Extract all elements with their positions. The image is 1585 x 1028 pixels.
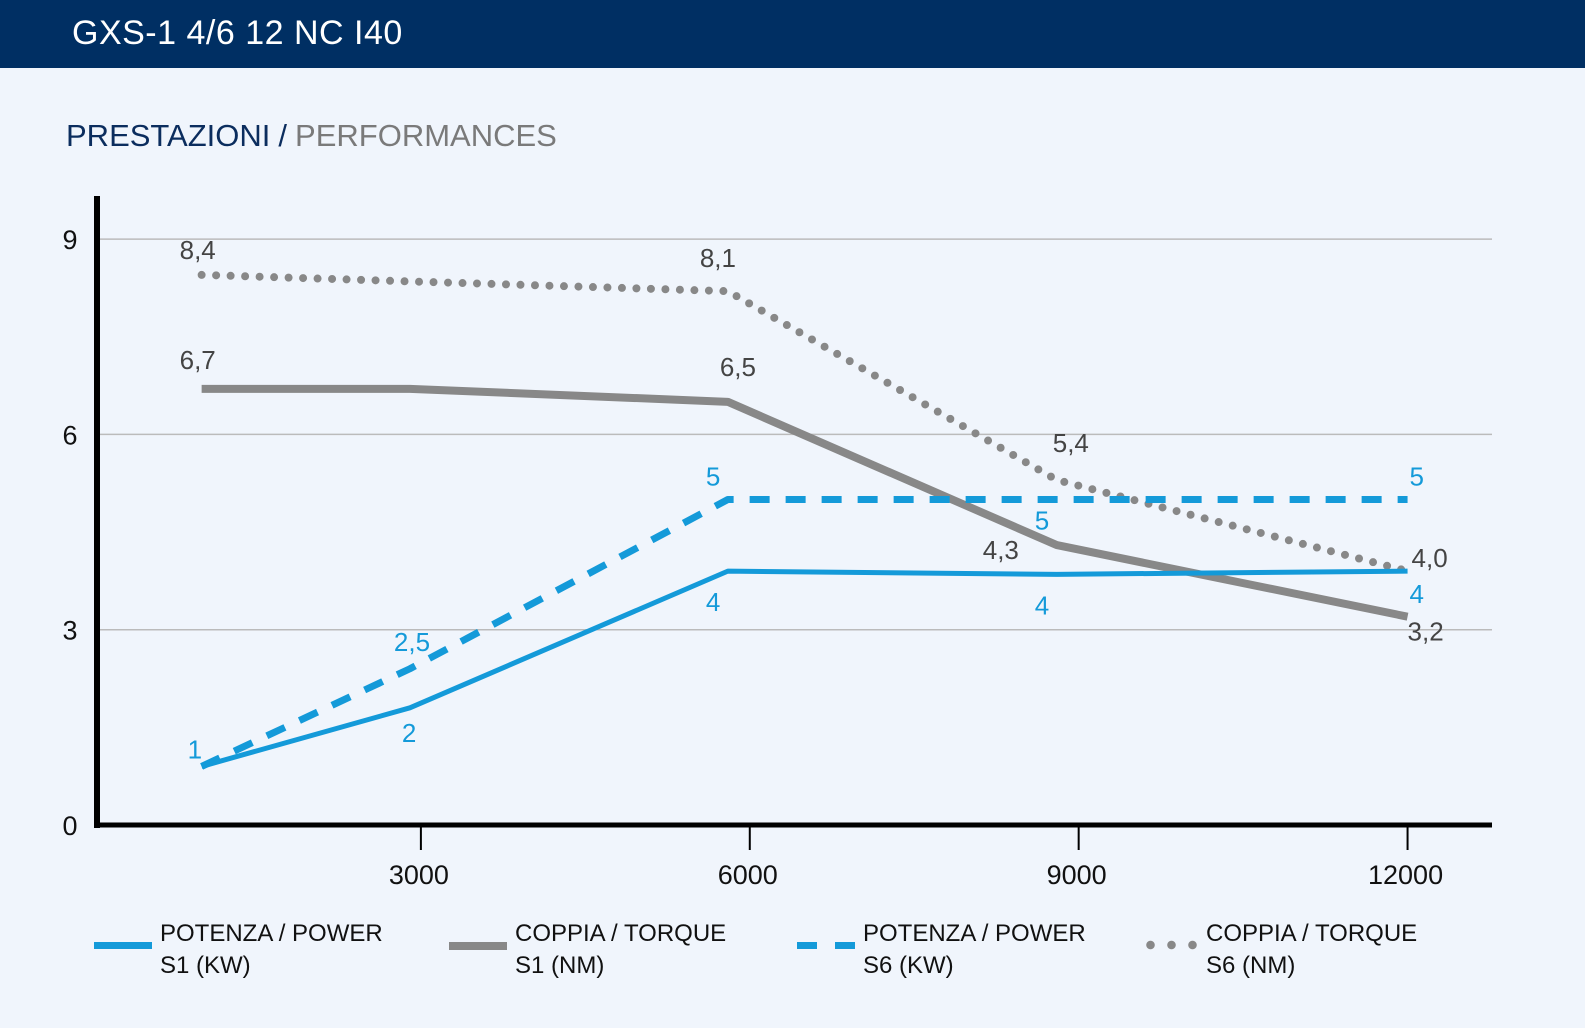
data-label: 4,3: [983, 535, 1019, 565]
y-tick-label: 0: [62, 811, 77, 841]
legend-swatch-solid-gray: [449, 942, 507, 950]
header-bar: GXS-1 4/6 12 NC I40: [0, 0, 1585, 68]
legend-item-power-s1: POTENZA / POWER S1 (KW): [94, 918, 383, 982]
x-tick-label: 6000: [718, 860, 778, 890]
title-english: PERFORMANCES: [295, 118, 557, 153]
legend-item-power-s6: POTENZA / POWER S6 (KW): [797, 918, 1086, 982]
x-tick-label: 12000: [1368, 860, 1443, 890]
y-tick-label: 3: [62, 616, 77, 646]
x-tick-label: 9000: [1047, 860, 1107, 890]
series-line-solid-thick: [201, 384, 1409, 621]
data-label: 2,5: [394, 627, 430, 657]
legend-item-torque-s6: COPPIA / TORQUE S6 (NM): [1140, 918, 1417, 982]
chart-title: PRESTAZIONI / PERFORMANCES: [66, 118, 557, 154]
data-label: 4: [1410, 579, 1424, 609]
legend-sublabel: S1 (KW): [160, 952, 251, 979]
x-tick-label: 3000: [389, 860, 449, 890]
data-label: 4,0: [1412, 543, 1448, 573]
data-label: 3,2: [1408, 617, 1444, 647]
series-line-dashed: [200, 496, 1408, 770]
data-label: 8,1: [700, 243, 736, 273]
y-tick-label: 9: [62, 225, 77, 255]
series-line-dotted: [197, 270, 1412, 576]
data-label: 8,4: [180, 235, 216, 265]
axes: [94, 196, 1492, 850]
y-tick-label: 6: [62, 420, 77, 450]
data-label: 6,7: [180, 345, 216, 375]
title-separator: /: [278, 118, 288, 153]
legend-label: POTENZA / POWER: [863, 920, 1086, 947]
data-labels: 1 2 4 4 4 6,7 6,5 4,3 3,2 2,5 5 5 5 8,4 8,1 5,4 4,0: [180, 235, 1448, 765]
legend-sublabel: S6 (KW): [863, 952, 954, 979]
title-italian: PRESTAZIONI: [66, 118, 271, 153]
legend-swatch-solid-blue: [94, 942, 152, 949]
series-line-solid: [200, 568, 1408, 769]
data-label: 5: [1035, 506, 1049, 536]
tick-labels: 0 3 6 9 3000 6000 9000 12000: [62, 225, 1443, 890]
product-title: GXS-1 4/6 12 NC I40: [72, 14, 403, 52]
legend-label: POTENZA / POWER: [160, 920, 383, 947]
data-label: 4: [706, 587, 720, 617]
data-label: 5,4: [1053, 428, 1089, 458]
legend: POTENZA / POWER S1 (KW) COPPIA / TORQUE S1…: [0, 918, 1585, 998]
legend-swatch-dashed-blue: [797, 942, 855, 949]
series-lines: [197, 270, 1412, 770]
data-label: 5: [706, 462, 720, 492]
data-label: 4: [1035, 590, 1049, 620]
legend-label: COPPIA / TORQUE: [1206, 920, 1418, 947]
legend-sublabel: S6 (NM): [1206, 952, 1296, 979]
data-label: 1: [188, 734, 202, 764]
data-label: 5: [1410, 462, 1424, 492]
legend-sublabel: S1 (NM): [515, 952, 605, 979]
legend-item-torque-s1: COPPIA / TORQUE S1 (NM): [449, 918, 726, 982]
data-label: 2: [402, 718, 416, 748]
legend-swatch-dotted-gray: [1140, 940, 1198, 950]
data-label: 6,5: [720, 352, 756, 382]
legend-label: COPPIA / TORQUE: [515, 920, 727, 947]
